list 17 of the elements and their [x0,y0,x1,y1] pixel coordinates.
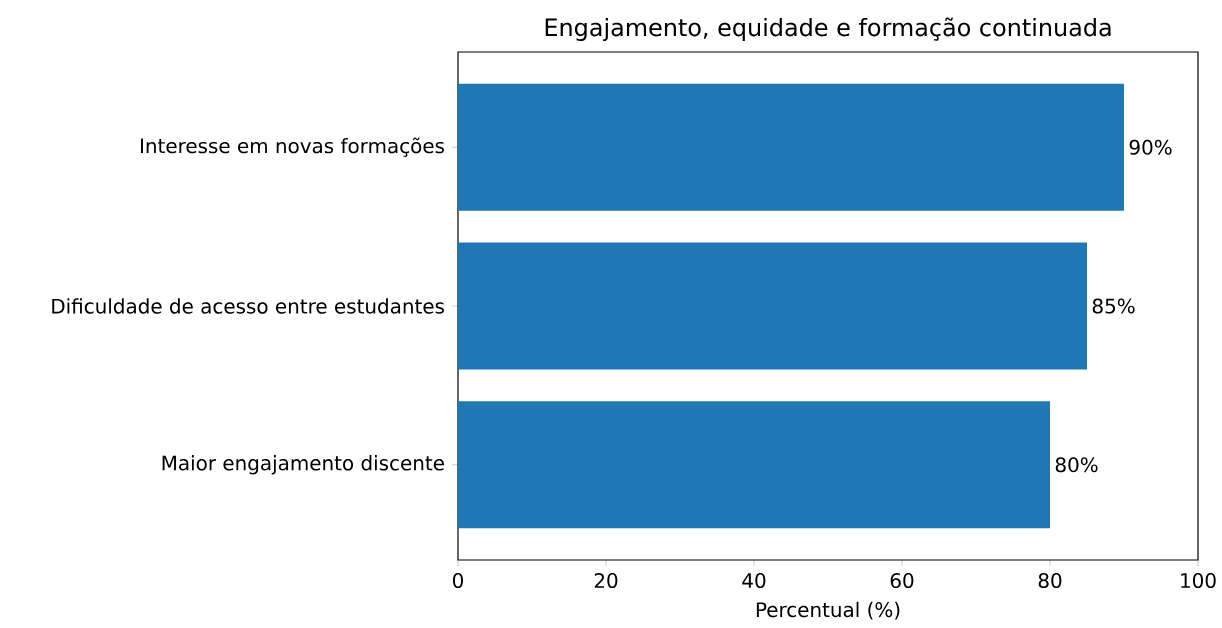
x-tick-label: 60 [890,573,914,589]
y-tick-label: Dificuldade de acesso entre estudantes [52,298,444,314]
y-tick-label: Maior engajamento discente [162,455,444,475]
x-tick-label: 0 [452,573,464,589]
data-label: 80% [1055,457,1098,473]
x-tick-label: 100 [1181,573,1216,589]
bar [458,242,1088,370]
chart-title: Engajamento, equidade e formação continuada [545,17,1111,41]
x-axis-title: Percentual (%) [756,601,900,620]
data-label: 90% [1129,139,1172,155]
bar [458,83,1125,211]
y-tick-label: Interesse em novas formações [140,137,444,157]
x-tick-label: 40 [742,573,766,589]
x-tick-label: 20 [594,573,618,589]
data-label: 85% [1092,298,1135,314]
bar [458,401,1051,529]
x-tick-label: 80 [1038,573,1062,589]
